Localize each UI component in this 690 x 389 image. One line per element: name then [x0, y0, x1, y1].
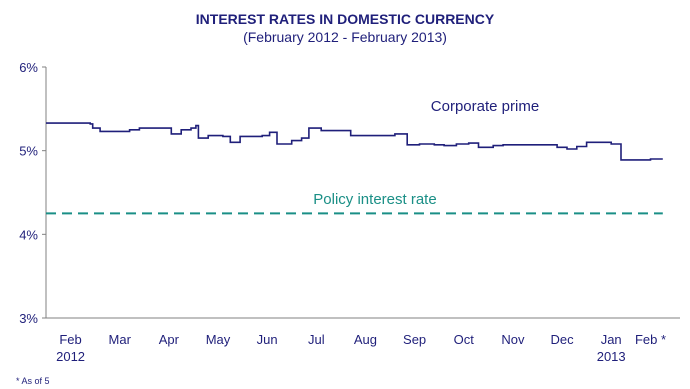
x-tick-year-label: 2013 — [597, 349, 626, 364]
footnote: * As of 5 — [16, 376, 50, 386]
x-tick-year-label: 2012 — [56, 349, 85, 364]
y-tick-label: 3% — [19, 311, 38, 326]
x-tick-label: Nov — [501, 332, 525, 347]
series-line-corporate-prime — [46, 122, 663, 161]
x-tick-label: Feb — [59, 332, 81, 347]
series-layer — [46, 122, 663, 215]
series-label-policy-interest-rate: Policy interest rate — [313, 191, 436, 208]
series-label-corporate-prime: Corporate prime — [431, 98, 539, 115]
y-tick-label: 5% — [19, 144, 38, 159]
x-tick-label: Jul — [308, 332, 325, 347]
chart-subtitle: (February 2012 - February 2013) — [243, 29, 447, 45]
x-tick-label: Jun — [257, 332, 278, 347]
y-tick-label: 4% — [19, 227, 38, 242]
x-axis: Feb 2012 Mar Apr May Jun Jul Aug Sep Oct Nov Dec Jan… — [46, 317, 680, 364]
x-tick-label: May — [206, 332, 231, 347]
x-tick-label: Jan — [601, 332, 622, 347]
x-tick-label: Apr — [159, 332, 180, 347]
x-tick-label: Feb * — [635, 332, 666, 347]
x-tick-label: Dec — [550, 332, 574, 347]
x-tick-label: Mar — [109, 332, 132, 347]
y-tick-label: 6% — [19, 60, 38, 75]
x-tick-label: Oct — [454, 332, 475, 347]
x-tick-label: Aug — [354, 332, 377, 347]
chart-title: INTEREST RATES IN DOMESTIC CURRENCY — [196, 11, 495, 27]
x-tick-label: Sep — [403, 332, 426, 347]
y-axis: 3% 4% 5% 6% — [19, 60, 47, 326]
